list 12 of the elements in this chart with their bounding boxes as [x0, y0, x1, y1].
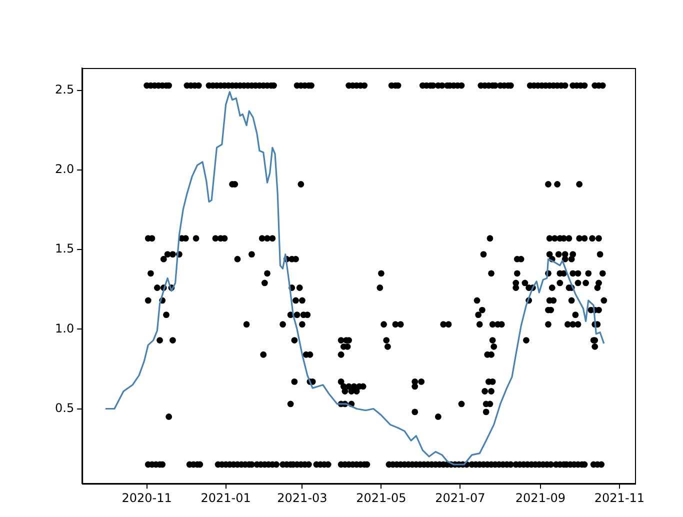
y-tick-label: 2.0 [54, 162, 74, 176]
x-tick-label: 2021-09 [515, 490, 566, 505]
y-tick-label: 1.5 [54, 242, 74, 256]
x-tick-label: 2021-11 [594, 490, 645, 505]
x-tick-label: 2021-03 [277, 490, 328, 505]
x-tick-label: 2021-05 [356, 490, 406, 505]
y-tick-label: 0.5 [54, 400, 74, 415]
x-tick-label: 2020-11 [122, 490, 172, 505]
x-tick-label: 2021-07 [435, 490, 486, 505]
y-tick-label: 2.5 [54, 82, 74, 96]
y-tick-label: 1.0 [54, 321, 74, 336]
x-tick-label: 2021-01 [200, 490, 251, 505]
